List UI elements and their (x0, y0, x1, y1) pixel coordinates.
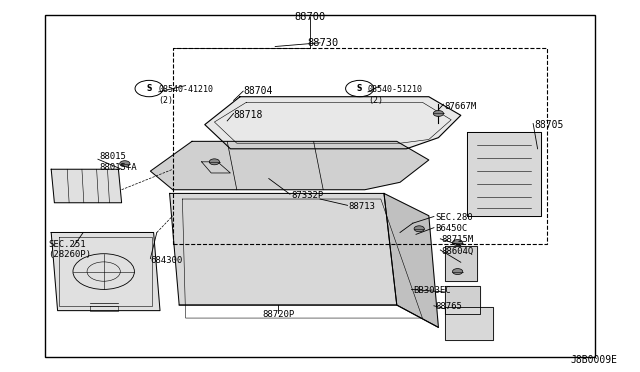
Text: 08540-51210
(2): 08540-51210 (2) (368, 85, 423, 105)
Text: 87332P: 87332P (291, 191, 323, 200)
Polygon shape (51, 169, 122, 203)
Bar (45, 15, 595, 357)
Text: 88704: 88704 (243, 86, 273, 96)
Text: 88713: 88713 (349, 202, 376, 211)
Text: 88720P: 88720P (262, 310, 294, 319)
Text: 08540-41210
(2): 08540-41210 (2) (159, 85, 214, 105)
Text: 88718: 88718 (234, 110, 263, 120)
Text: 684300: 684300 (150, 256, 182, 265)
Text: S: S (147, 84, 152, 93)
Polygon shape (205, 97, 461, 149)
Text: 88715M: 88715M (442, 235, 474, 244)
Polygon shape (150, 141, 429, 190)
Text: 87667M: 87667M (445, 102, 477, 110)
Text: BB303EC: BB303EC (413, 286, 451, 295)
Circle shape (452, 269, 463, 275)
Circle shape (433, 110, 444, 116)
Text: B6450C: B6450C (435, 224, 467, 233)
Bar (173, 48, 547, 244)
Polygon shape (384, 193, 438, 327)
Polygon shape (170, 193, 397, 305)
Text: 88705: 88705 (534, 120, 564, 129)
Text: 88015
88015+A: 88015 88015+A (99, 152, 137, 171)
Text: S: S (357, 84, 362, 93)
Text: 88730: 88730 (308, 38, 339, 48)
Polygon shape (445, 246, 477, 281)
Circle shape (452, 240, 463, 246)
Text: SEC.251
(28260P): SEC.251 (28260P) (48, 240, 91, 259)
Text: J8B0009E: J8B0009E (571, 355, 618, 365)
Text: 88604Q: 88604Q (442, 247, 474, 256)
Text: SEC.280: SEC.280 (435, 213, 473, 222)
Circle shape (120, 161, 130, 167)
Text: 88700: 88700 (295, 12, 326, 22)
Circle shape (414, 226, 424, 232)
Polygon shape (445, 307, 493, 340)
Polygon shape (51, 232, 160, 311)
Text: 88765: 88765 (435, 302, 462, 311)
Circle shape (209, 159, 220, 165)
Polygon shape (445, 286, 480, 314)
Polygon shape (467, 132, 541, 216)
